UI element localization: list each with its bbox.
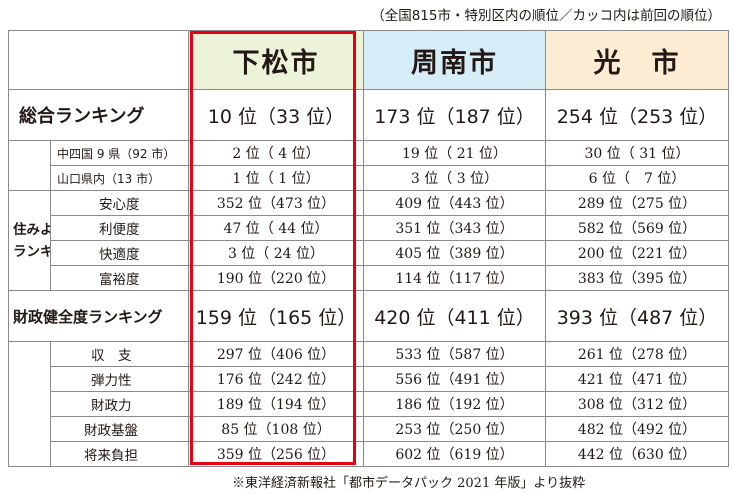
rank-cell: 261 位（278 位） — [545, 341, 729, 367]
rank-cell: 442 位（630 位） — [545, 441, 729, 467]
rank-cell: 409 位（443 位） — [363, 190, 546, 216]
rank-cell: 10 位（33 位） — [188, 89, 364, 141]
rank-cell: 582 位（569 位） — [545, 215, 729, 241]
rank-cell: 159 位（165 位） — [188, 290, 364, 342]
table-note: （全国815市・特別区内の順位／カッコ内は前回の順位） — [371, 8, 721, 24]
rank-cell: 352 位（473 位） — [188, 190, 364, 216]
city-header-shunan: 周南市 — [363, 30, 546, 90]
table-row: 山口県内（13 市） 1 位（ 1 位） 3 位（ 3 位） 6 位（ 7 位） — [9, 165, 729, 191]
ranking-table: 下松市 周南市 光 市 総合ランキング 10 位（33 位） 173 位（187… — [8, 30, 729, 467]
overall-row: 総合ランキング 10 位（33 位） 173 位（187 位） 254 位（25… — [8, 89, 729, 141]
rank-cell: 47 位（ 44 位） — [188, 215, 364, 241]
row-label: 快適度 — [50, 240, 189, 266]
livability-group-label: 住みよさ ランキング — [8, 190, 51, 291]
finance-row: 財政健全度ランキング 159 位（165 位） 420 位（411 位） 393… — [8, 290, 729, 342]
indent-cell — [8, 341, 51, 467]
row-label: 財政力 — [50, 391, 189, 417]
rank-cell: 1 位（ 1 位） — [188, 165, 364, 191]
rank-cell: 176 位（242 位） — [188, 366, 364, 392]
rank-cell: 3 位（ 3 位） — [363, 165, 546, 191]
group-label-line: ランキング — [13, 243, 50, 260]
rank-cell: 482 位（492 位） — [545, 416, 729, 442]
rank-cell: 186 位（192 位） — [363, 391, 546, 417]
rank-cell: 6 位（ 7 位） — [545, 165, 729, 191]
table-row: 財政力 189 位（194 位） 186 位（192 位） 308 位（312 … — [9, 391, 729, 417]
rank-cell: 189 位（194 位） — [188, 391, 364, 417]
table-row: 財政基盤 85 位（108 位） 253 位（250 位） 482 位（492 … — [9, 416, 729, 442]
row-label: 山口県内（13 市） — [50, 165, 189, 191]
rank-cell: 393 位（487 位） — [545, 290, 729, 342]
row-label: 将来負担 — [50, 441, 189, 467]
rank-cell: 308 位（312 位） — [545, 391, 729, 417]
table-row: 弾力性 176 位（242 位） 556 位（491 位） 421 位（471 … — [9, 366, 729, 392]
city-header-hikari: 光 市 — [545, 30, 729, 90]
source-note: ※東洋経済新報社「都市データパック 2021 年版」より抜粋 — [232, 476, 586, 491]
rank-cell: 533 位（587 位） — [363, 341, 546, 367]
rank-cell: 30 位（ 31 位） — [545, 140, 729, 166]
indent-cell — [8, 140, 51, 191]
rank-cell: 85 位（108 位） — [188, 416, 364, 442]
table-row: 住みよさ ランキング 安心度 352 位（473 位） 409 位（443 位）… — [8, 190, 729, 291]
row-label: 安心度 — [50, 190, 189, 216]
rank-cell: 421 位（471 位） — [545, 366, 729, 392]
row-label: 利便度 — [50, 215, 189, 241]
rank-cell: 405 位（389 位） — [363, 240, 546, 266]
rank-cell: 253 位（250 位） — [363, 416, 546, 442]
row-label: 収 支 — [50, 341, 189, 367]
row-label: 総合ランキング — [8, 89, 189, 141]
rank-cell: 114 位（117 位） — [363, 265, 546, 291]
rank-cell: 420 位（411 位） — [363, 290, 546, 342]
rank-cell: 602 位（619 位） — [363, 441, 546, 467]
rank-cell: 190 位（220 位） — [188, 265, 364, 291]
row-label: 財政基盤 — [50, 416, 189, 442]
header-row: 下松市 周南市 光 市 — [8, 30, 729, 90]
table-row: 収 支 297 位（406 位） 533 位（587 位） 261 位（278 … — [8, 341, 729, 467]
rank-cell: 3 位（ 24 位） — [188, 240, 364, 266]
row-label: 弾力性 — [50, 366, 189, 392]
rank-cell: 254 位（253 位） — [545, 89, 729, 141]
rank-cell: 351 位（343 位） — [363, 215, 546, 241]
rank-cell: 383 位（395 位） — [545, 265, 729, 291]
rank-cell: 289 位（275 位） — [545, 190, 729, 216]
row-label: 中四国 9 県（92 市） — [50, 140, 189, 166]
city-header-shimomatsu: 下松市 — [188, 30, 364, 90]
row-label: 富裕度 — [50, 265, 189, 291]
table-row: 将来負担 359 位（256 位） 602 位（619 位） 442 位（630… — [9, 441, 729, 467]
header-blank-cell — [8, 30, 189, 90]
rank-cell: 200 位（221 位） — [545, 240, 729, 266]
table-row: 利便度 47 位（ 44 位） 351 位（343 位） 582 位（569 位… — [9, 215, 729, 241]
group-label-line: 住みよさ — [13, 221, 50, 238]
rank-cell: 19 位（ 21 位） — [363, 140, 546, 166]
row-label: 財政健全度ランキング — [8, 290, 189, 342]
table-row: 中四国 9 県（92 市） 2 位（ 4 位） 19 位（ 21 位） 30 位… — [8, 140, 729, 191]
rank-cell: 2 位（ 4 位） — [188, 140, 364, 166]
rank-cell: 556 位（491 位） — [363, 366, 546, 392]
rank-cell: 297 位（406 位） — [188, 341, 364, 367]
table-row: 快適度 3 位（ 24 位） 405 位（389 位） 200 位（221 位） — [9, 240, 729, 266]
rank-cell: 359 位（256 位） — [188, 441, 364, 467]
rank-cell: 173 位（187 位） — [363, 89, 546, 141]
table-row: 富裕度 190 位（220 位） 114 位（117 位） 383 位（395 … — [9, 265, 729, 291]
